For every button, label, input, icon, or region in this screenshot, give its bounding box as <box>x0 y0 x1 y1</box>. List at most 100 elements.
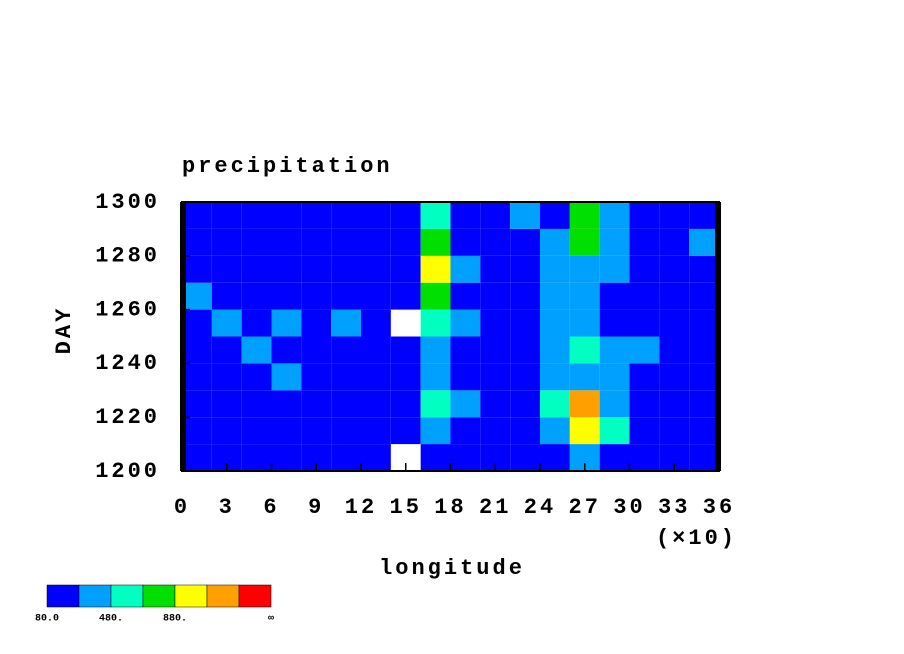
cell <box>390 282 421 310</box>
cell <box>301 309 332 337</box>
cell <box>510 363 540 391</box>
cell <box>271 282 302 310</box>
cell <box>182 282 212 310</box>
colorbar-swatch <box>206 584 240 608</box>
x-tick-label: 3 <box>219 495 235 520</box>
cell <box>510 309 540 337</box>
cell <box>659 417 690 445</box>
cell <box>271 444 302 471</box>
cell <box>241 228 272 256</box>
x-multiplier: (×10) <box>656 526 737 551</box>
cell <box>420 202 451 229</box>
cell <box>569 417 600 445</box>
cell <box>599 417 630 445</box>
cell <box>271 202 302 229</box>
cell <box>361 363 391 391</box>
cell <box>510 228 540 256</box>
colorbar-swatch <box>174 584 208 608</box>
cell <box>331 202 361 229</box>
y-axis-label: DAY <box>52 306 77 355</box>
colorbar-label: 880. <box>163 614 187 625</box>
cell <box>301 202 332 229</box>
cell <box>569 202 600 229</box>
cell <box>659 309 690 337</box>
cell <box>271 390 302 418</box>
x-tick-label: 21 <box>479 495 511 520</box>
cell <box>211 282 242 310</box>
cell <box>480 228 511 256</box>
cell <box>331 282 361 310</box>
cell <box>540 255 570 283</box>
cell <box>211 390 242 418</box>
cell <box>689 282 719 310</box>
cell <box>689 202 719 229</box>
cell <box>211 363 242 391</box>
x-tick-label: 15 <box>390 495 422 520</box>
cell <box>271 336 302 364</box>
cell <box>420 417 451 445</box>
cell <box>301 255 332 283</box>
cell <box>450 202 481 229</box>
cell <box>480 255 511 283</box>
x-tick-label: 12 <box>345 495 377 520</box>
x-tick-label: 30 <box>613 495 645 520</box>
cell <box>241 417 272 445</box>
cell <box>569 255 600 283</box>
cell <box>361 282 391 310</box>
cell <box>510 336 540 364</box>
y-tick-label: 1240 <box>95 351 160 376</box>
cell <box>659 282 690 310</box>
cell <box>540 390 570 418</box>
y-tick-label: 1260 <box>95 297 160 322</box>
cell <box>629 390 660 418</box>
cell <box>689 336 719 364</box>
cell <box>540 202 570 229</box>
cell <box>182 417 212 445</box>
cell <box>182 444 212 471</box>
cell <box>689 390 719 418</box>
cell <box>510 390 540 418</box>
cell <box>540 228 570 256</box>
x-tick-label: 27 <box>569 495 601 520</box>
cell <box>629 444 660 471</box>
cell <box>241 363 272 391</box>
cell <box>510 255 540 283</box>
cell <box>390 390 421 418</box>
cell <box>689 417 719 445</box>
cell <box>241 282 272 310</box>
cell <box>301 363 332 391</box>
cell <box>241 444 272 471</box>
cell <box>331 363 361 391</box>
cell <box>629 202 660 229</box>
cell <box>599 390 630 418</box>
x-tick-label: 0 <box>174 495 190 520</box>
cell <box>480 390 511 418</box>
cell <box>659 202 690 229</box>
cell <box>390 228 421 256</box>
cell <box>331 309 361 337</box>
cell <box>241 336 272 364</box>
cell <box>361 202 391 229</box>
cell <box>540 309 570 337</box>
cell <box>331 417 361 445</box>
cell <box>540 363 570 391</box>
cell <box>271 228 302 256</box>
cell <box>211 336 242 364</box>
cell <box>420 228 451 256</box>
right-edge <box>715 202 721 471</box>
cell <box>480 417 511 445</box>
cell <box>450 282 481 310</box>
y-tick-label: 1300 <box>95 190 160 215</box>
cell <box>599 336 630 364</box>
colorbar-label: 480. <box>99 614 123 625</box>
cell <box>450 390 481 418</box>
cell <box>241 255 272 283</box>
cell <box>331 255 361 283</box>
x-tick-label: 9 <box>308 495 324 520</box>
cell <box>271 417 302 445</box>
cell <box>301 417 332 445</box>
cell <box>390 363 421 391</box>
cell <box>420 282 451 310</box>
cell <box>420 336 451 364</box>
colorbar-label: 80.0 <box>35 614 59 625</box>
